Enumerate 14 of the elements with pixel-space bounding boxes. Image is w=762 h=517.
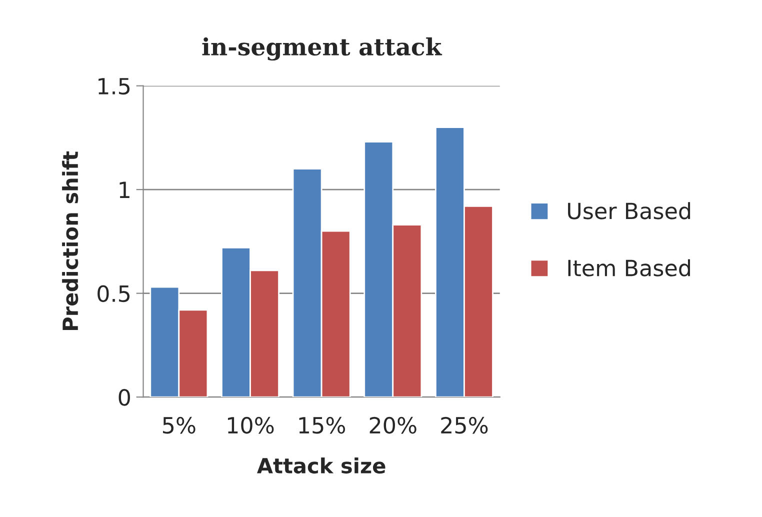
x-tick-label: 5% xyxy=(163,416,196,434)
x-tick-label: 15% xyxy=(299,416,346,434)
x-tick-label: 20% xyxy=(370,416,416,434)
y-tick-label: 1 xyxy=(120,182,130,198)
x-tick-label: 10% xyxy=(228,416,274,434)
legend-label: Item Based xyxy=(568,259,690,276)
legend-label: User Based xyxy=(568,202,690,220)
y-axis-title: Prediction shift xyxy=(62,151,78,330)
y-tick-label: 0.5 xyxy=(98,285,130,302)
chart-title: in-segment attack xyxy=(202,37,442,61)
y-tick-label: 1.5 xyxy=(98,78,130,95)
y-tick-label: 0 xyxy=(118,389,130,406)
x-axis-title: Attack size xyxy=(256,457,386,474)
x-tick-label: 25% xyxy=(441,416,488,434)
